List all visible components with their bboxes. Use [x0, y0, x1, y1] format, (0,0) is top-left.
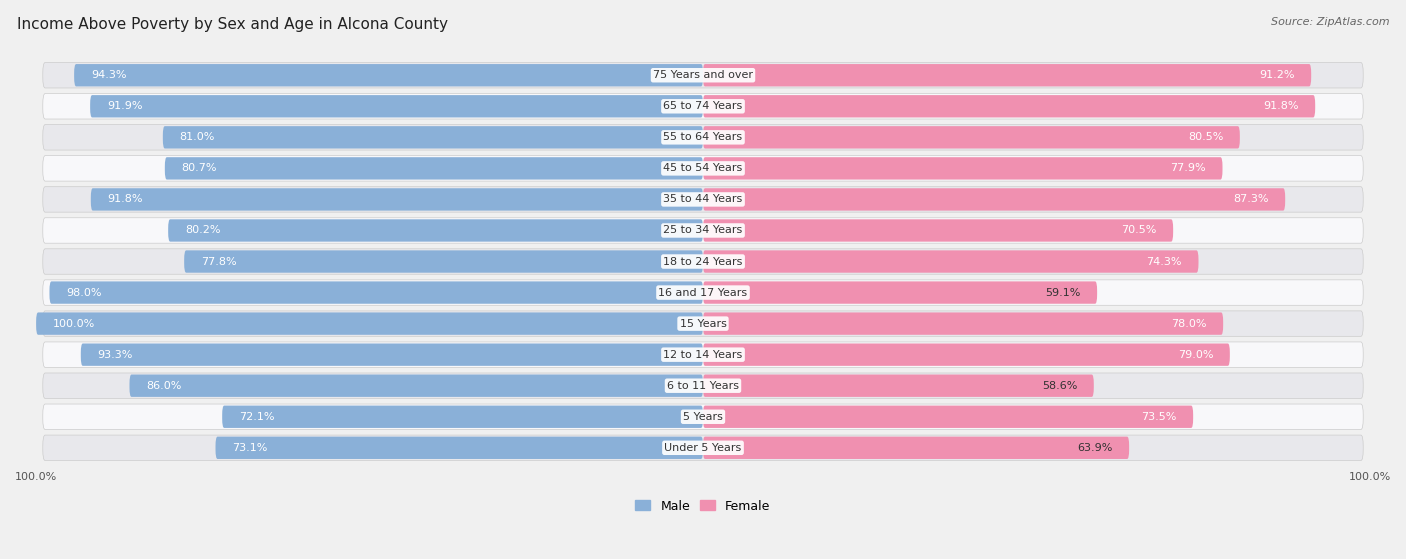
FancyBboxPatch shape	[75, 64, 703, 87]
Text: 73.1%: 73.1%	[232, 443, 267, 453]
FancyBboxPatch shape	[703, 126, 1240, 149]
FancyBboxPatch shape	[42, 93, 1364, 119]
Text: 25 to 34 Years: 25 to 34 Years	[664, 225, 742, 235]
FancyBboxPatch shape	[703, 343, 1230, 366]
FancyBboxPatch shape	[703, 312, 1223, 335]
FancyBboxPatch shape	[163, 126, 703, 149]
Text: 80.7%: 80.7%	[181, 163, 217, 173]
Text: 75 Years and over: 75 Years and over	[652, 70, 754, 80]
Text: 77.8%: 77.8%	[201, 257, 236, 267]
FancyBboxPatch shape	[42, 218, 1364, 243]
FancyBboxPatch shape	[703, 250, 1198, 273]
FancyBboxPatch shape	[37, 312, 703, 335]
FancyBboxPatch shape	[703, 406, 1194, 428]
FancyBboxPatch shape	[42, 125, 1364, 150]
Text: 55 to 64 Years: 55 to 64 Years	[664, 132, 742, 143]
FancyBboxPatch shape	[42, 311, 1364, 337]
Text: 15 Years: 15 Years	[679, 319, 727, 329]
Text: 81.0%: 81.0%	[180, 132, 215, 143]
FancyBboxPatch shape	[703, 437, 1129, 459]
Text: 58.6%: 58.6%	[1042, 381, 1077, 391]
Text: 79.0%: 79.0%	[1178, 350, 1213, 359]
FancyBboxPatch shape	[42, 187, 1364, 212]
FancyBboxPatch shape	[703, 219, 1173, 241]
Text: 70.5%: 70.5%	[1121, 225, 1157, 235]
Text: 72.1%: 72.1%	[239, 412, 274, 421]
Text: 87.3%: 87.3%	[1233, 195, 1268, 205]
FancyBboxPatch shape	[703, 375, 1094, 397]
Text: 78.0%: 78.0%	[1171, 319, 1206, 329]
FancyBboxPatch shape	[165, 157, 703, 179]
FancyBboxPatch shape	[42, 249, 1364, 274]
Text: 16 and 17 Years: 16 and 17 Years	[658, 287, 748, 297]
FancyBboxPatch shape	[42, 155, 1364, 181]
FancyBboxPatch shape	[49, 281, 703, 304]
FancyBboxPatch shape	[703, 64, 1312, 87]
Text: 80.5%: 80.5%	[1188, 132, 1223, 143]
Text: 86.0%: 86.0%	[146, 381, 181, 391]
FancyBboxPatch shape	[184, 250, 703, 273]
FancyBboxPatch shape	[42, 373, 1364, 399]
Text: Income Above Poverty by Sex and Age in Alcona County: Income Above Poverty by Sex and Age in A…	[17, 17, 449, 32]
FancyBboxPatch shape	[703, 95, 1315, 117]
FancyBboxPatch shape	[222, 406, 703, 428]
FancyBboxPatch shape	[42, 342, 1364, 367]
Text: 63.9%: 63.9%	[1077, 443, 1112, 453]
Text: 5 Years: 5 Years	[683, 412, 723, 421]
Text: 6 to 11 Years: 6 to 11 Years	[666, 381, 740, 391]
FancyBboxPatch shape	[91, 188, 703, 211]
FancyBboxPatch shape	[215, 437, 703, 459]
Text: 73.5%: 73.5%	[1142, 412, 1177, 421]
Text: 77.9%: 77.9%	[1170, 163, 1206, 173]
FancyBboxPatch shape	[80, 343, 703, 366]
FancyBboxPatch shape	[703, 281, 1097, 304]
Text: 91.9%: 91.9%	[107, 101, 142, 111]
Text: 65 to 74 Years: 65 to 74 Years	[664, 101, 742, 111]
Text: 80.2%: 80.2%	[184, 225, 221, 235]
FancyBboxPatch shape	[703, 188, 1285, 211]
FancyBboxPatch shape	[42, 280, 1364, 305]
Text: 91.8%: 91.8%	[107, 195, 143, 205]
Text: 12 to 14 Years: 12 to 14 Years	[664, 350, 742, 359]
FancyBboxPatch shape	[42, 63, 1364, 88]
Text: 74.3%: 74.3%	[1146, 257, 1182, 267]
FancyBboxPatch shape	[90, 95, 703, 117]
Text: 91.8%: 91.8%	[1263, 101, 1299, 111]
Legend: Male, Female: Male, Female	[630, 495, 776, 518]
FancyBboxPatch shape	[42, 404, 1364, 429]
Text: 35 to 44 Years: 35 to 44 Years	[664, 195, 742, 205]
Text: 45 to 54 Years: 45 to 54 Years	[664, 163, 742, 173]
FancyBboxPatch shape	[129, 375, 703, 397]
Text: 18 to 24 Years: 18 to 24 Years	[664, 257, 742, 267]
FancyBboxPatch shape	[703, 157, 1222, 179]
Text: Source: ZipAtlas.com: Source: ZipAtlas.com	[1271, 17, 1389, 27]
FancyBboxPatch shape	[169, 219, 703, 241]
Text: 100.0%: 100.0%	[53, 319, 96, 329]
Text: 94.3%: 94.3%	[91, 70, 127, 80]
FancyBboxPatch shape	[42, 435, 1364, 461]
Text: 91.2%: 91.2%	[1258, 70, 1295, 80]
Text: 59.1%: 59.1%	[1045, 287, 1080, 297]
Text: 98.0%: 98.0%	[66, 287, 101, 297]
Text: Under 5 Years: Under 5 Years	[665, 443, 741, 453]
Text: 93.3%: 93.3%	[97, 350, 132, 359]
